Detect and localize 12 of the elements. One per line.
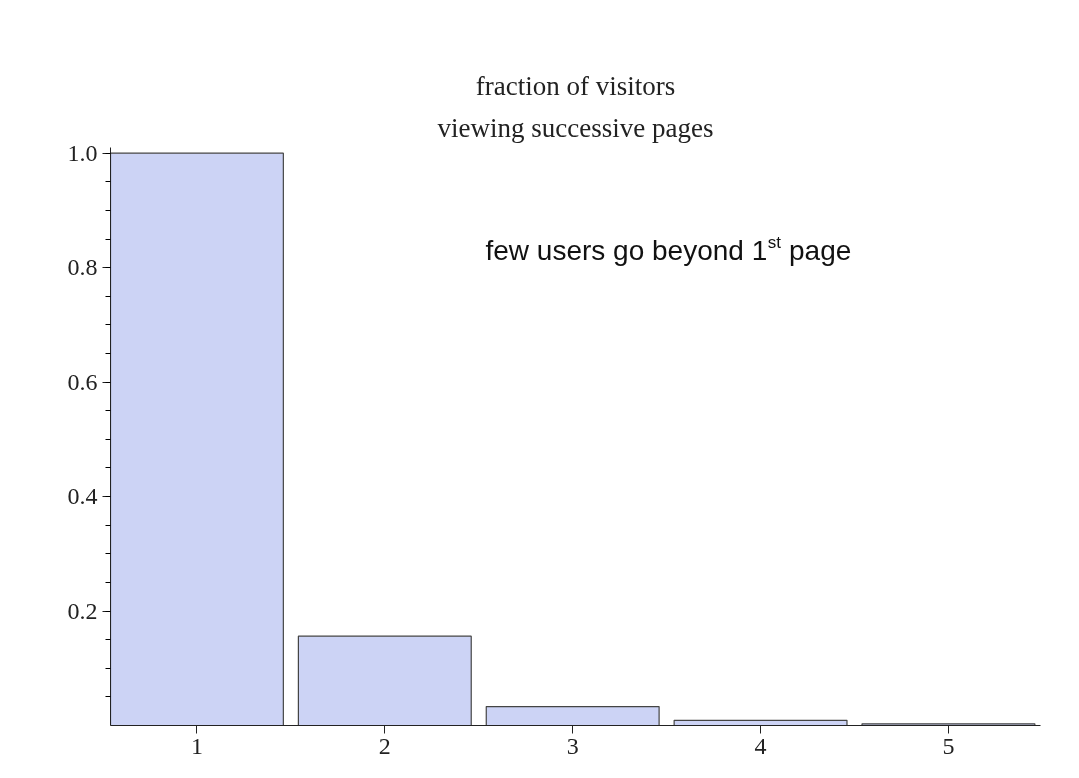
- x-tick-label: 5: [942, 732, 955, 759]
- y-tick-label: 0.6: [67, 368, 98, 395]
- y-tick-label: 1.0: [67, 139, 98, 166]
- x-tick-label: 1: [190, 732, 203, 759]
- chart-subtitle: viewing successive pages: [437, 112, 714, 143]
- y-tick-label: 0.4: [67, 483, 98, 510]
- x-tick-label: 2: [378, 732, 391, 759]
- chart-title: fraction of visitors: [475, 70, 676, 101]
- x-tick-label: 4: [754, 732, 767, 759]
- y-tick-label: 0.2: [67, 597, 98, 624]
- x-tick-label: 3: [566, 732, 579, 759]
- y-tick-label: 0.8: [67, 254, 98, 281]
